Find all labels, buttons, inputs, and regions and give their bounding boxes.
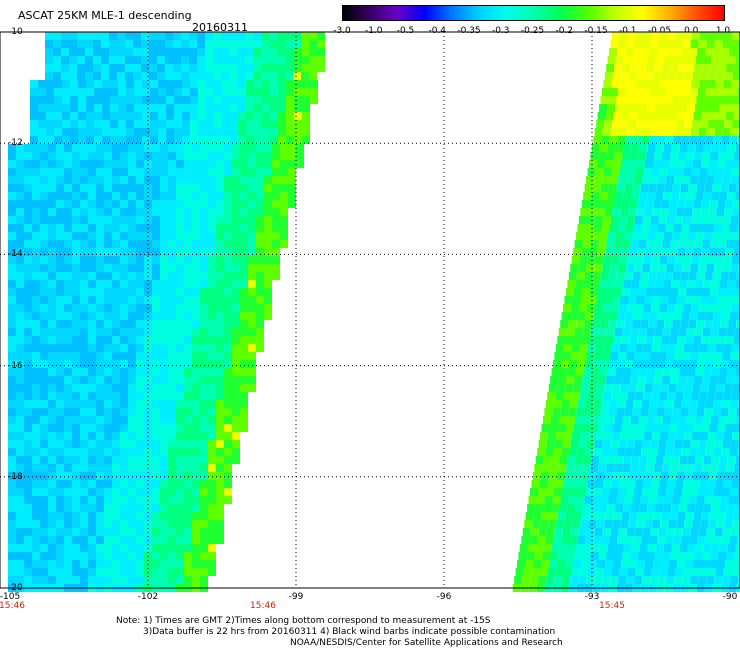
latitude-label: -12 [8, 138, 23, 149]
colorbar-tick-label: -0.1 [618, 26, 637, 36]
latitude-label: -16 [8, 360, 23, 371]
map-frame [0, 31, 740, 589]
longitude-label: -102 [137, 592, 159, 602]
colorbar-tick-label: -3.0 [333, 26, 351, 36]
pass-time-label: 15:46 [0, 601, 25, 611]
longitude-label: -96 [436, 592, 452, 602]
note-line-1: Note: 1) Times are GMT 2)Times along bot… [116, 616, 491, 626]
pass-time-label: 15:46 [250, 601, 276, 611]
pass-time-label: 15:45 [599, 601, 625, 611]
longitude-label: -105 [0, 592, 21, 602]
colorbar-tick-label: -1.0 [364, 26, 383, 36]
latitude-label: -20 [8, 583, 23, 593]
colorbar-tick-label: -0.2 [555, 26, 574, 36]
latitude-label: -10 [8, 27, 23, 37]
latitude-label: -14 [8, 249, 23, 260]
swath-east [512, 32, 740, 592]
note-line-2: 3)Data buffer is 22 hrs from 20160311 4)… [143, 627, 556, 637]
colorbar-tick-label: -0.5 [396, 26, 415, 36]
longitude-label: -99 [288, 592, 304, 602]
note-line-3: NOAA/NESDIS/Center for Satellite Applica… [290, 638, 563, 648]
colorbar-tick-label: -0.3 [491, 26, 510, 36]
product-title: ASCAT 25KM MLE-1 descending [18, 9, 192, 22]
product-date: 20160311 [192, 21, 248, 34]
longitude-label: -90 [722, 592, 738, 602]
colorbar-labels: -3.0 -1.0 -0.5 -0.4 -0.35 -0.3 -0.25 -0.2 -0.15-… [0, 0, 740, 40]
latitude-label: -18 [8, 471, 23, 482]
colorbar-tick-label: 0.0 [684, 26, 699, 36]
colorbar-tick-label: -0.4 [428, 26, 447, 36]
longitude-label: -93 [584, 592, 600, 602]
colorbar-tick-label: 1.0 [715, 26, 731, 36]
colorbar-tick-label: -0.15 [584, 26, 608, 36]
colorbar-tick-label: -0.35 [457, 26, 481, 36]
colorbar-tick-label: -0.25 [520, 26, 545, 36]
swath-west [8, 32, 325, 592]
colorbar-tick-label: -0.05 [647, 26, 672, 36]
colorbar [342, 5, 725, 21]
